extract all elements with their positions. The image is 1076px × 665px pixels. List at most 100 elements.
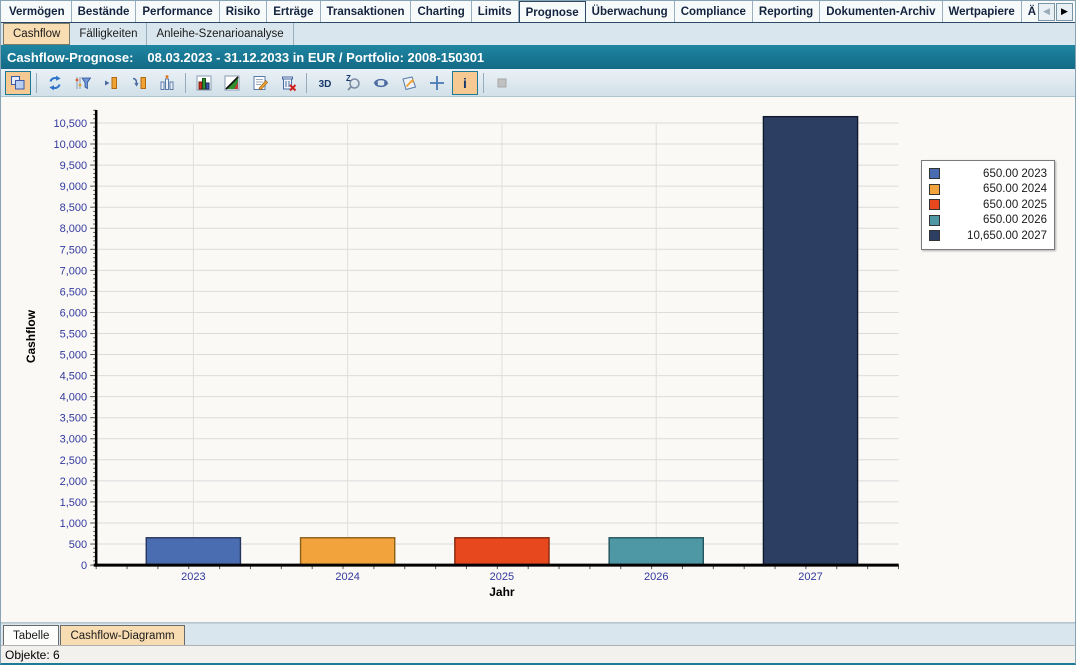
- subtab-faelligkeiten[interactable]: Fälligkeiten: [70, 23, 148, 45]
- legend-swatch: [929, 230, 940, 242]
- subtab-anleihe-szenarioanalyse[interactable]: Anleihe-Szenarioanalyse: [147, 23, 294, 45]
- legend-label: 650.00 2024: [983, 183, 1047, 196]
- svg-text:2026: 2026: [644, 571, 668, 583]
- tab-vermoegen[interactable]: Vermögen: [3, 1, 72, 22]
- tab-ertraege[interactable]: Erträge: [267, 1, 321, 22]
- cashflow-chart: 0 500 1,000 1,500 2,000 2,500 3,000 3,500 4,000 4…: [24, 109, 899, 599]
- tab-bestaende[interactable]: Bestände: [72, 1, 137, 22]
- legend-swatch: [929, 214, 940, 226]
- tab-performance[interactable]: Performance: [136, 1, 220, 22]
- chart-style-button[interactable]: [219, 71, 245, 95]
- svg-text:9,500: 9,500: [60, 160, 88, 172]
- svg-text:2,500: 2,500: [60, 455, 88, 467]
- arrow-down-bar-button[interactable]: [126, 71, 152, 95]
- bar-2027[interactable]: [762, 115, 859, 566]
- sub-tab-bar: Cashflow Fälligkeiten Anleihe-Szenarioanal…: [1, 23, 1075, 45]
- legend-swatch: [929, 168, 940, 180]
- svg-text:6,000: 6,000: [60, 307, 88, 319]
- legend-item: 650.00 2025: [929, 197, 1047, 213]
- svg-text:i: i: [463, 75, 467, 91]
- subtab-cashflow[interactable]: Cashflow: [3, 23, 71, 45]
- three-d-button[interactable]: 3D: [312, 71, 338, 95]
- view-title-bar: Cashflow-Prognose: 08.03.2023 - 31.12.20…: [1, 45, 1075, 69]
- crosshair-button[interactable]: [424, 71, 450, 95]
- fit-view-button[interactable]: [5, 70, 31, 95]
- arrow-down-bar-icon: [130, 74, 148, 92]
- legend-swatch: [929, 199, 940, 211]
- legend-swatch: [929, 183, 940, 195]
- y-axis-title: Cashflow: [24, 309, 38, 363]
- bar-2026[interactable]: [608, 537, 705, 566]
- chart-gallery-icon: [195, 74, 213, 92]
- tab-transaktionen[interactable]: Transaktionen: [321, 1, 412, 22]
- filter-button[interactable]: [70, 71, 96, 95]
- tab-limits[interactable]: Limits: [472, 1, 519, 22]
- tab-scroll-left-button[interactable]: ◀: [1038, 2, 1055, 21]
- refresh-button[interactable]: [42, 71, 68, 95]
- legend-item: 10,650.00 2027: [929, 228, 1047, 244]
- chart-gallery-button[interactable]: [191, 71, 217, 95]
- bar-2024[interactable]: [299, 537, 396, 566]
- svg-text:2027: 2027: [798, 571, 822, 583]
- bar-2023[interactable]: [145, 537, 242, 566]
- delete-button[interactable]: [275, 71, 301, 95]
- svg-text:2025: 2025: [490, 571, 514, 583]
- svg-text:10,500: 10,500: [53, 118, 87, 130]
- tab-ueberwachung[interactable]: Überwachung: [586, 1, 675, 22]
- svg-text:6,500: 6,500: [60, 286, 88, 298]
- svg-text:7,500: 7,500: [60, 244, 88, 256]
- disabled-square-button[interactable]: [489, 71, 515, 95]
- svg-text:3D: 3D: [319, 79, 332, 90]
- info-icon: i: [456, 74, 474, 92]
- bottom-tab-cashflow-diagramm[interactable]: Cashflow-Diagramm: [60, 625, 185, 645]
- bar-2025[interactable]: [454, 537, 550, 566]
- bar-stats-button[interactable]: [154, 71, 180, 95]
- status-text: Objekte: 6: [5, 647, 60, 662]
- svg-text:4,500: 4,500: [60, 371, 88, 383]
- tab-prognose[interactable]: Prognose: [518, 1, 586, 22]
- tab-aen[interactable]: Än: [1027, 5, 1036, 18]
- svg-text:7,000: 7,000: [60, 265, 88, 277]
- bottom-tab-tabelle[interactable]: Tabelle: [3, 625, 60, 645]
- legend-label: 650.00 2025: [983, 198, 1047, 211]
- legend-item: 650.00 2023: [929, 166, 1047, 182]
- svg-text:8,500: 8,500: [60, 202, 88, 214]
- arrow-right-bar-icon: [102, 74, 120, 92]
- svg-text:9,000: 9,000: [60, 181, 88, 193]
- view-title-info: 08.03.2023 - 31.12.2033 in EUR / Portfol…: [147, 49, 485, 65]
- tab-wertpapiere[interactable]: Wertpapiere: [943, 1, 1022, 22]
- zoom-button[interactable]: Z: [340, 71, 366, 95]
- view-title: Cashflow-Prognose:: [7, 49, 134, 65]
- tab-scroll-right-button[interactable]: ▶: [1056, 2, 1073, 21]
- svg-text:1,000: 1,000: [60, 518, 88, 530]
- perspective-button[interactable]: [396, 71, 422, 95]
- tab-dokumenten-archiv[interactable]: Dokumenten-Archiv: [820, 1, 943, 22]
- perspective-icon: [400, 74, 418, 92]
- zoom-icon: Z: [344, 74, 362, 92]
- tab-risiko[interactable]: Risiko: [220, 1, 268, 22]
- svg-text:2,000: 2,000: [60, 476, 88, 488]
- legend-item: 650.00 2026: [929, 213, 1047, 229]
- tab-compliance[interactable]: Compliance: [675, 1, 753, 22]
- delete-icon: [279, 74, 297, 92]
- svg-text:3,500: 3,500: [60, 413, 88, 425]
- info-button[interactable]: i: [452, 70, 478, 95]
- main-tab-bar: Vermögen Bestände Performance Risiko Erträge…: [1, 1, 1075, 23]
- legend-label: 10,650.00 2027: [967, 229, 1047, 242]
- fit-view-icon: [9, 74, 27, 92]
- arrow-right-bar-button[interactable]: [98, 71, 124, 95]
- svg-text:500: 500: [69, 539, 87, 551]
- svg-text:5,500: 5,500: [60, 329, 88, 341]
- edit-note-button[interactable]: [247, 71, 273, 95]
- filter-icon: [74, 74, 92, 92]
- legend-item: 650.00 2024: [929, 182, 1047, 198]
- chart-panel: 0 500 1,000 1,500 2,000 2,500 3,000 3,500 4,000 4…: [1, 97, 1075, 623]
- tab-reporting[interactable]: Reporting: [753, 1, 821, 22]
- status-bar: Objekte: 6: [1, 645, 1075, 663]
- svg-text:1,500: 1,500: [60, 497, 88, 509]
- rotate-button[interactable]: [368, 71, 394, 95]
- tab-charting[interactable]: Charting: [411, 1, 472, 22]
- svg-text:2024: 2024: [335, 571, 359, 583]
- svg-text:10,000: 10,000: [53, 139, 87, 151]
